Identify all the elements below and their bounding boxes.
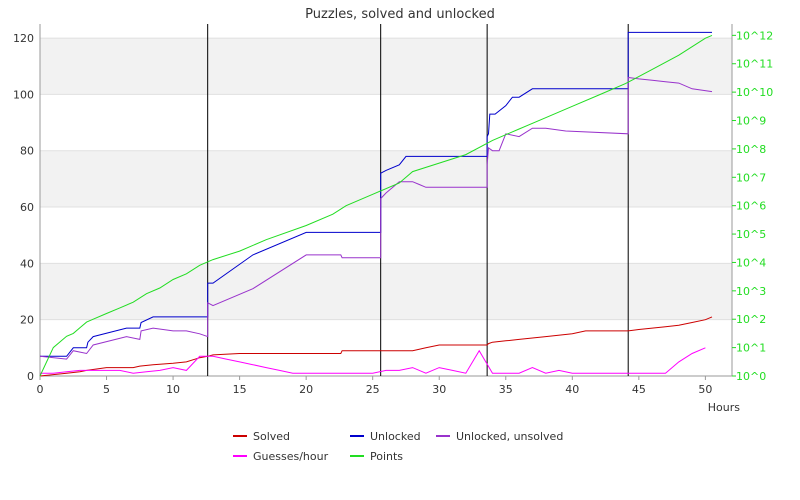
x-tick-label: 20 <box>299 383 313 396</box>
legend-label-unlocked-unsolved: Unlocked, unsolved <box>456 430 563 443</box>
chart-title: Puzzles, solved and unlocked <box>305 7 495 22</box>
grid-band <box>40 263 732 320</box>
series-lines <box>39 31 713 377</box>
y-tick-label: 40 <box>20 257 34 270</box>
x-tick-label: 50 <box>698 383 712 396</box>
y-tick-label: 20 <box>20 314 34 327</box>
grid-band <box>40 150 732 208</box>
y-tick-label: 80 <box>20 145 34 158</box>
x-tick-label: 35 <box>499 383 513 396</box>
series-line-points <box>39 34 713 377</box>
y2-tick-label: 10^8 <box>736 143 766 156</box>
y2-tick-label: 10^5 <box>736 228 766 241</box>
legend-label-guesses-hour: Guesses/hour <box>253 450 329 463</box>
grid-band <box>40 38 732 95</box>
series-line-unlocked <box>40 31 712 357</box>
y-tick-label: 120 <box>13 32 34 45</box>
y-tick-label: 0 <box>27 370 34 383</box>
y-tick-label: 60 <box>20 201 34 214</box>
x-tick-label: 45 <box>632 383 646 396</box>
y2-tick-label: 10^3 <box>736 285 766 298</box>
x-tick-label: 5 <box>103 383 110 396</box>
y2-tick-label: 10^12 <box>736 29 773 42</box>
legend-label-solved: Solved <box>253 430 290 443</box>
y2-tick-label: 10^9 <box>736 115 766 128</box>
y2-tick-label: 10^10 <box>736 86 773 99</box>
series-line-solved <box>39 316 713 377</box>
series-line-unlocked-unsolved <box>39 76 713 360</box>
legend-label-points: Points <box>370 450 403 463</box>
axes <box>39 24 733 377</box>
legend-label-unlocked: Unlocked <box>370 430 421 443</box>
x-tick-label: 0 <box>37 383 44 396</box>
legend: Solved Unlocked Unlocked, unsolved Guesses/… <box>233 430 563 463</box>
tick-labels: 0 5 10 15 20 25 30 35 40 45 50 0 20 40 60 80 100 120 10^0 1… <box>13 29 773 396</box>
y2-tick-label: 10^4 <box>736 256 766 269</box>
series-line-guesses-hour <box>40 347 706 374</box>
y2-tick-label: 10^11 <box>736 58 773 71</box>
x-tick-label: 30 <box>432 383 446 396</box>
x-tick-label: 15 <box>233 383 247 396</box>
y2-tick-label: 10^2 <box>736 313 766 326</box>
y2-tick-label: 10^0 <box>736 370 766 383</box>
y-tick-label: 100 <box>13 88 34 101</box>
x-tick-label: 40 <box>565 383 579 396</box>
y2-tick-label: 10^6 <box>736 200 766 213</box>
y2-tick-label: 10^7 <box>736 171 766 184</box>
x-axis-label: Hours <box>708 401 740 414</box>
x-tick-label: 10 <box>166 383 180 396</box>
x-tick-label: 25 <box>366 383 380 396</box>
y2-tick-label: 10^1 <box>736 342 766 355</box>
